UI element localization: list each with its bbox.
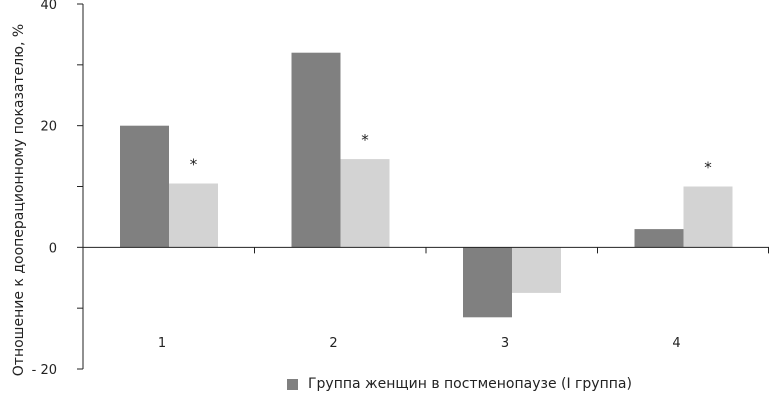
x-tick-label-1: 1	[158, 336, 166, 351]
significance-star-2: *	[361, 131, 369, 149]
bars-group	[120, 52, 733, 318]
legend: Группа женщин в постменопаузе (I группа)	[287, 376, 632, 392]
bar-4-series-1	[634, 229, 684, 248]
labels-group: * * * 40 20 0 - 20 1 2 3 4	[32, 0, 713, 378]
x-tick-label-3: 3	[501, 336, 509, 351]
x-tick-label-4: 4	[672, 336, 680, 351]
bar-1-series-2	[169, 183, 218, 248]
y-tick-label-1: 20	[40, 120, 57, 135]
y-tick-label-2: 0	[49, 241, 57, 256]
legend-label: Группа женщин в постменопаузе (I группа)	[308, 376, 632, 392]
bar-2-series-2	[340, 159, 390, 248]
legend-swatch	[287, 378, 298, 390]
y-axis-label: Отношение к дооперационному показателю, …	[11, 24, 27, 376]
bar-1-series-1	[120, 125, 169, 248]
bar-3-series-1	[463, 247, 512, 318]
x-tick-label-2: 2	[329, 336, 337, 351]
bar-2-series-1	[291, 52, 341, 248]
y-tick-label-0: 40	[40, 0, 57, 13]
bar-3-series-2	[512, 247, 561, 293]
significance-star-1: *	[190, 156, 198, 174]
y-tick-label-3: - 20	[32, 363, 57, 378]
significance-star-4: *	[704, 159, 712, 177]
bar-4-series-2	[683, 186, 733, 248]
